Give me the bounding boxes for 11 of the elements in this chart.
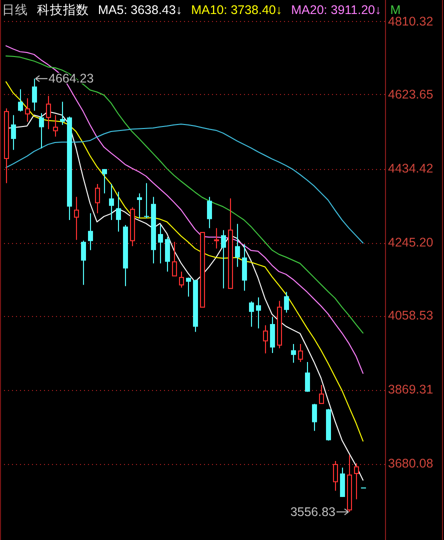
y-tick-label: 4245.20 [388,236,434,250]
y-tick-label: 4810.32 [388,14,434,28]
y-tick-label: 3869.31 [388,382,434,397]
legend: MA5: 3638.43↓ MA10: 3738.40↓ MA20: 3911.20↓ M [98,3,401,17]
y-tick-label: 4434.42 [388,162,434,176]
y-tick-label: 4623.65 [388,87,434,102]
title: 日线 [2,3,28,17]
annotation: 3556.83 [290,504,336,519]
y-tick-label: 3680.08 [388,456,434,471]
y-tick-label: 4058.53 [388,308,434,323]
subtitle: 科技指数 [37,3,89,17]
